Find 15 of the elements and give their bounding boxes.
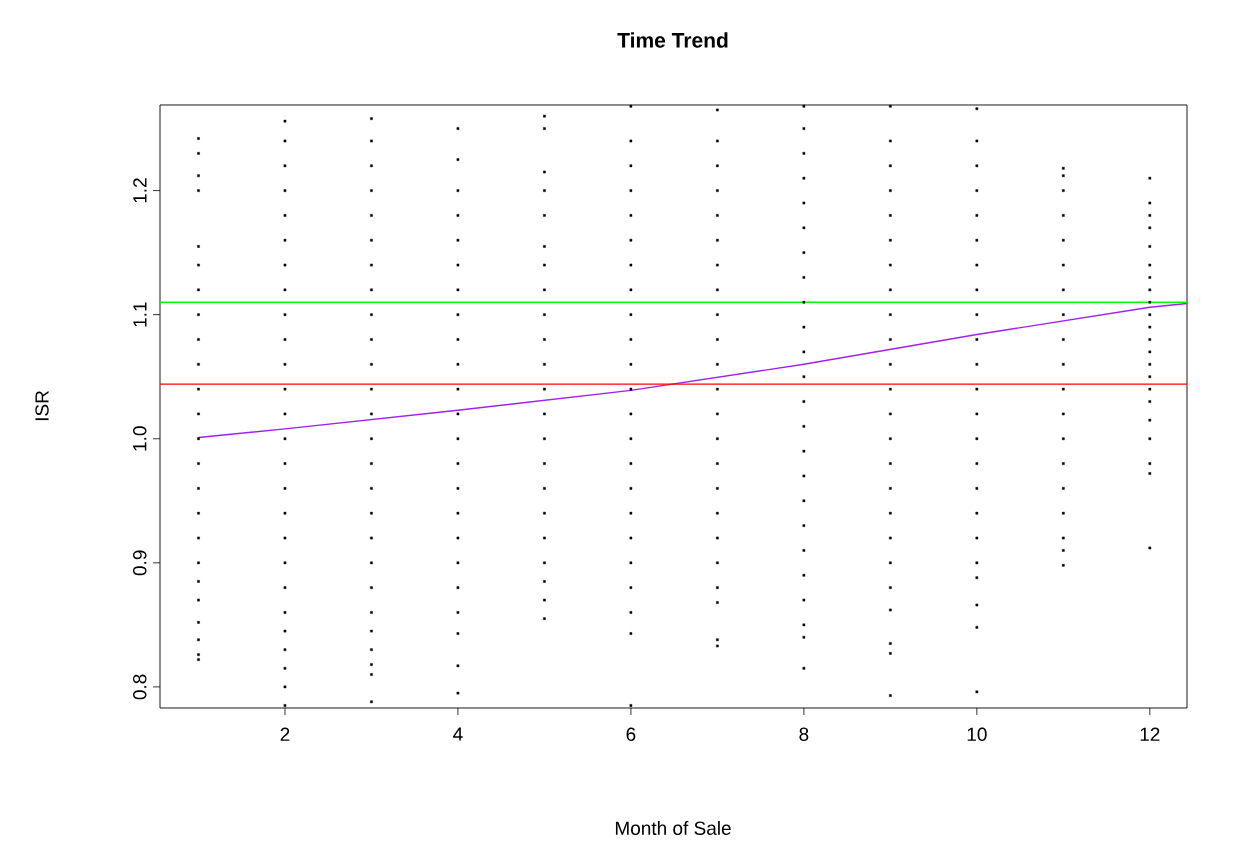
x-tick-label: 2 [280,727,290,741]
x-tick-label: 6 [626,727,636,741]
y-tick-label: 1.1 [133,302,147,327]
x-tick-label: 4 [453,727,463,741]
y-axis-title: ISR [35,391,49,421]
y-tick-label: 1.2 [133,178,147,203]
y-tick-label: 0.9 [133,550,147,576]
x-tick-label: 10 [967,727,987,741]
x-tick-label: 12 [1140,727,1160,741]
y-tick-label: 1.0 [133,426,147,451]
chart-title: Time Trend [617,32,728,48]
y-tick-label: 0.8 [133,674,147,700]
x-axis-title: Month of Sale [615,821,731,835]
line-series [197,302,1187,439]
x-tick-label: 8 [799,727,809,741]
